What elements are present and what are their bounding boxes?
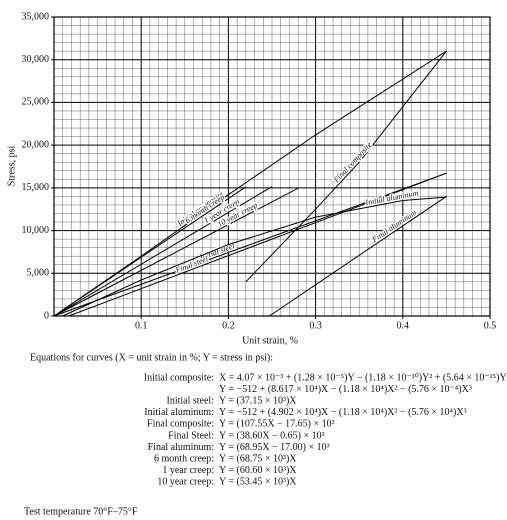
equation-label: 1 year creep: <box>162 465 214 476</box>
equation-formula: Y = (53.45 × 10³)X <box>219 477 297 488</box>
equation-formula: Y = (37.15 × 10³)X <box>219 395 297 406</box>
y-tick-label: 15,000 <box>22 182 50 193</box>
equation-formula: X = 4.07 × 10⁻³ + (1.28 × 10⁻⁵)Y − (1.18… <box>219 372 507 383</box>
equations-heading: Equations for curves (X = unit strain in… <box>30 352 273 363</box>
equation-formula: Y = −512 + (4.902 × 10⁴)X − (1.18 × 10⁴)… <box>219 407 467 418</box>
equation-formula: Y = (107.55X − 17.65) × 10³ <box>219 419 335 430</box>
x-tick-label: 0.1 <box>135 320 148 331</box>
equation-formula: Y = (60.60 × 10³)X <box>219 465 297 476</box>
y-tick-label: 25,000 <box>22 97 50 108</box>
series-line <box>53 187 299 317</box>
y-tick-label: 30,000 <box>22 54 50 65</box>
series-line <box>53 186 247 317</box>
y-tick-label: 35,000 <box>22 11 50 22</box>
footnote: Test temperature 70°F–75°F <box>24 506 138 517</box>
y-tick-label: 0 <box>44 310 49 321</box>
y-tick-label: 5,000 <box>27 268 50 279</box>
equation-label: Initial steel: <box>167 395 215 406</box>
y-axis-title: Stress, psi <box>6 145 17 186</box>
equation-label: Final composite: <box>147 419 214 430</box>
equation-label: 10 year creep: <box>157 477 214 488</box>
x-tick-label: 0.5 <box>484 320 497 331</box>
x-axis-title: Unit strain, % <box>242 335 298 346</box>
series-line <box>62 196 447 317</box>
series-label: Initial aluminum <box>364 188 419 207</box>
equation-label: Initial composite: <box>144 372 214 383</box>
x-tick-label: 0.3 <box>309 320 322 331</box>
plot-frame <box>53 16 491 317</box>
x-tick-label: 0.4 <box>397 320 410 331</box>
equation-formula: Y = (68.95X − 17.00) × 10³ <box>219 442 330 453</box>
series-line <box>53 50 447 317</box>
series-line <box>68 172 447 317</box>
series-line <box>53 172 447 317</box>
series-line <box>53 186 273 317</box>
equation-label: Final aluminum: <box>148 442 214 453</box>
series-label: Final composite <box>331 140 374 185</box>
equation-label: Final Steel: <box>168 430 214 441</box>
equation-label: 6 month creep: <box>154 453 214 464</box>
y-tick-label: 20,000 <box>22 139 50 150</box>
equation-formula: Y = (68.75 × 10³)X <box>219 453 297 464</box>
series-line <box>245 50 447 283</box>
y-tick-label: 10,000 <box>22 225 50 236</box>
x-tick-label: 0.2 <box>222 320 235 331</box>
series-line <box>269 195 447 317</box>
equation-formula: Y = −512 + (8.617 × 10⁴)X − (1.18 × 10⁴)… <box>219 384 472 395</box>
equation-label: Initial aluminum: <box>144 407 214 418</box>
equation-formula: Y = (38.60X − 0.65) × 10³ <box>219 430 325 441</box>
